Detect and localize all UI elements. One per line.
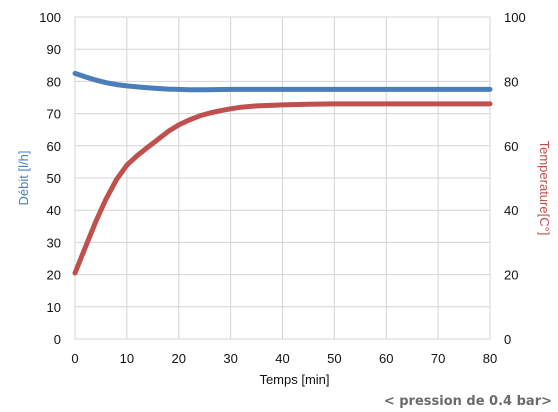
y-right-tick-label: 0 (504, 332, 511, 347)
y-right-axis-title: Temperature[C°] (537, 141, 552, 236)
y-right-tick-label: 20 (504, 268, 518, 283)
y-left-axis-title: Débit [l/h] (16, 151, 31, 206)
y-right-tick-label: 80 (504, 74, 518, 89)
y-right-tick-label: 40 (504, 203, 518, 218)
y-left-tick-label: 70 (47, 107, 61, 122)
y-left-tick-label: 40 (47, 203, 61, 218)
x-tick-label: 30 (223, 351, 237, 366)
y-left-tick-label: 80 (47, 74, 61, 89)
y-left-tick-label: 90 (47, 42, 61, 57)
x-tick-label: 60 (379, 351, 393, 366)
y-right-tick-label: 60 (504, 139, 518, 154)
pressure-note: < pression de 0.4 bar> (384, 394, 552, 409)
y-left-tick-label: 0 (54, 332, 61, 347)
axis-titles: Temps [min] Débit [l/h] Temperature[C°] < p… (16, 141, 552, 409)
debit-series-line (72, 70, 493, 93)
x-axis-title: Temps [min] (259, 372, 329, 387)
x-tick-label: 20 (172, 351, 186, 366)
y-left-tick-label: 60 (47, 139, 61, 154)
y-left-tick-label: 30 (47, 235, 61, 250)
y-left-tick-label: 10 (47, 300, 61, 315)
y-left-tick-label: 20 (47, 268, 61, 283)
y-left-tick-label: 50 (47, 171, 61, 186)
tick-labels: 0 10 20 30 40 50 60 70 80 0 10 20 30 40 50 60 70 80 90 100 0… (39, 10, 525, 366)
y-right-tick-label: 100 (504, 10, 526, 25)
temperature-series-line (72, 101, 493, 276)
grid-lines (74, 16, 491, 340)
x-tick-label: 70 (431, 351, 445, 366)
x-tick-label: 0 (71, 351, 78, 366)
series-lines (72, 70, 493, 276)
x-tick-label: 10 (120, 351, 134, 366)
x-tick-label: 40 (275, 351, 289, 366)
y-left-tick-label: 100 (39, 10, 61, 25)
x-tick-label: 80 (483, 351, 497, 366)
x-tick-label: 50 (327, 351, 341, 366)
